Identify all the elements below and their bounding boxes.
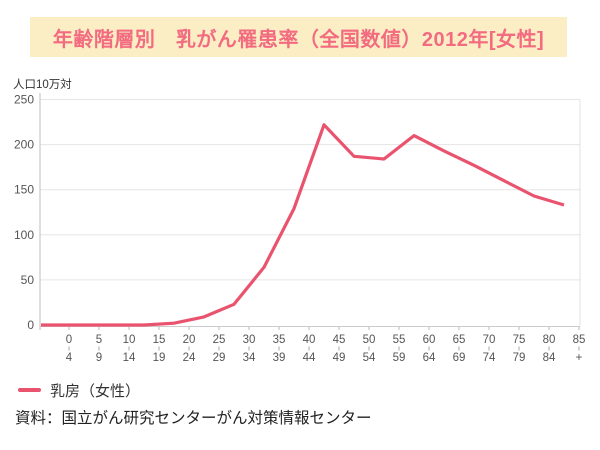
x-tick-label-top: 15 [153, 334, 166, 346]
x-tick-label-bottom: 84 [543, 352, 556, 364]
x-tick-label-top: 35 [273, 334, 286, 346]
x-tick-label-top: 5 [96, 334, 102, 346]
y-axis-unit-label: 人口10万対 [13, 79, 72, 91]
x-tick-label-bottom: 14 [123, 352, 136, 364]
x-tick-label-top: 45 [333, 334, 346, 346]
x-tick-label-bottom: 4 [66, 352, 73, 364]
y-tick-label: 100 [14, 228, 34, 242]
x-tick-label-top: 80 [543, 334, 556, 346]
incidence-line [41, 123, 565, 327]
source-note: 資料：国立がん研究センターがん対策情報センター [15, 410, 372, 427]
x-tick-label-bottom: 64 [423, 352, 436, 364]
legend-line-swatch [18, 388, 41, 392]
x-tick-label-bottom: 24 [183, 352, 196, 364]
x-tick-label-bottom: 59 [393, 352, 406, 364]
legend: 乳房（女性） [18, 382, 141, 400]
chart-title-banner: 年齢階層別 乳がん罹患率（全国数値）2012年[女性] [30, 17, 567, 57]
x-tick-label-bottom: 69 [453, 352, 466, 364]
x-tick-label-top: 60 [423, 334, 436, 346]
x-tick-label-top: 55 [393, 334, 406, 346]
x-tick-label-bottom: 44 [303, 352, 316, 364]
x-tick-label-top: 20 [183, 334, 196, 346]
y-tick-label: 0 [27, 318, 34, 332]
x-tick-label-top: 30 [243, 334, 256, 346]
x-tick-label-bottom: 29 [213, 352, 226, 364]
x-tick-label-top: 50 [363, 334, 376, 346]
y-tick-label: 250 [14, 93, 34, 107]
x-tick-label-top: 70 [483, 334, 496, 346]
chart-title: 年齢階層別 乳がん罹患率（全国数値）2012年[女性] [52, 28, 545, 51]
legend-label: 乳房（女性） [50, 382, 141, 400]
x-tick-label-top: 10 [123, 334, 136, 346]
x-tick-label-top: 40 [303, 334, 316, 346]
x-tick-label-bottom: 54 [363, 352, 376, 364]
x-tick-label-bottom: 9 [96, 352, 102, 364]
x-tick-label-top: 65 [453, 334, 466, 346]
x-tick-label-top: 25 [213, 334, 226, 346]
y-tick-label: 150 [14, 183, 34, 197]
x-tick-label-bottom: 74 [483, 352, 496, 364]
x-tick-label-bottom: 19 [153, 352, 166, 364]
x-tick-label-bottom: 39 [273, 352, 286, 364]
x-tick-label-top: 75 [513, 334, 526, 346]
y-tick-label: 50 [21, 273, 35, 287]
x-tick-label-bottom: 79 [513, 352, 526, 364]
x-tick-label-bottom: 34 [243, 352, 256, 364]
y-tick-label: 200 [14, 138, 34, 152]
x-tick-label-bottom: 49 [333, 352, 346, 364]
x-tick-label-top: 0 [66, 334, 72, 346]
x-tick-label-top: 85 [573, 334, 586, 346]
x-tick-label-bottom: + [576, 352, 583, 364]
